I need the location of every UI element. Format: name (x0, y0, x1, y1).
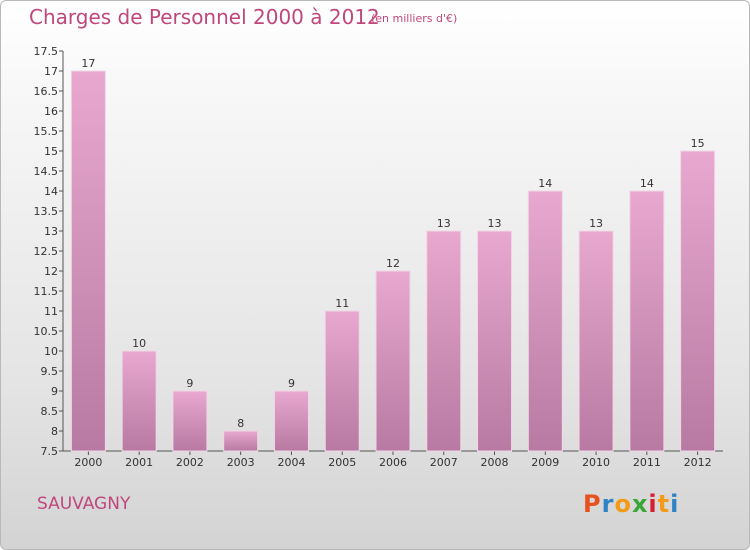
y-tick-label: 11.5 (34, 285, 59, 298)
bar-value-label: 12 (386, 257, 400, 270)
x-tick-label: 2012 (684, 456, 712, 469)
y-tick-label: 13 (44, 225, 58, 238)
y-tick-label: 10 (44, 345, 58, 358)
y-tick-label: 17.5 (34, 45, 59, 58)
y-tick-label: 13.5 (34, 205, 59, 218)
chart-axes: 7.5 8 8.5 9 9.5 10 10.5 11 11.5 12 12.5 13 13.5 14 14.… (34, 45, 723, 458)
y-tick-label: 8 (51, 425, 58, 438)
y-tick-label: 12 (44, 265, 58, 278)
bar (172, 390, 208, 452)
y-tick-label: 9 (51, 385, 58, 398)
x-tick-label: 2010 (582, 456, 610, 469)
bar (70, 70, 106, 452)
x-tick-label: 2003 (227, 456, 255, 469)
logo-letter: x (631, 490, 649, 518)
logo-letter: r (601, 490, 615, 518)
x-tick-label: 2009 (531, 456, 559, 469)
bar (324, 310, 360, 452)
bar (121, 350, 157, 452)
logo-letter: o (614, 490, 632, 518)
x-tick-label: 2007 (430, 456, 458, 469)
y-tick-label: 15.5 (34, 125, 59, 138)
chart-subtitle: (en milliers d'€) (371, 12, 458, 25)
bar-value-label: 14 (538, 177, 552, 190)
bar-value-label: 13 (488, 217, 502, 230)
y-tick-label: 17 (44, 65, 58, 78)
bar-value-label: 9 (288, 377, 295, 390)
bar (223, 430, 259, 452)
logo-letter: P (583, 490, 602, 518)
x-tick-label: 2006 (379, 456, 407, 469)
bar (375, 270, 411, 452)
y-tick-label: 11 (44, 305, 58, 318)
y-tick-label: 12.5 (34, 245, 59, 258)
logo-letter: i (670, 490, 680, 518)
bar (426, 230, 462, 452)
bar (578, 230, 614, 452)
bar (273, 390, 309, 452)
bar (527, 190, 563, 452)
bar (680, 150, 716, 452)
x-tick-label: 2011 (633, 456, 661, 469)
y-tick-label: 10.5 (34, 325, 59, 338)
y-tick-label: 16.5 (34, 85, 59, 98)
y-tick-label: 14.5 (34, 165, 59, 178)
bar-value-label: 15 (691, 137, 705, 150)
y-tick-label: 14 (44, 185, 58, 198)
y-tick-label: 15 (44, 145, 58, 158)
chart-bars (70, 70, 716, 452)
bar-value-label: 13 (589, 217, 603, 230)
bar (629, 190, 665, 452)
chart-title: Charges de Personnel 2000 à 2012 (29, 5, 380, 29)
y-tick-label: 8.5 (41, 405, 59, 418)
bar-value-label: 10 (132, 337, 146, 350)
commune-name: SAUVAGNY (37, 494, 131, 514)
bar-value-label: 17 (81, 57, 95, 70)
chart-labels: 17 2000 10 2001 9 2002 8 2003 9 2004 11 2005 12 2006 1… (74, 57, 711, 469)
bar-value-label: 11 (335, 297, 349, 310)
x-tick-label: 2008 (481, 456, 509, 469)
bar-value-label: 14 (640, 177, 654, 190)
x-tick-label: 2005 (328, 456, 356, 469)
y-tick-label: 7.5 (41, 445, 59, 458)
logo-letter: t (657, 490, 671, 518)
bar (477, 230, 513, 452)
y-tick-label: 9.5 (41, 365, 59, 378)
proxiti-logo[interactable]: Proxiti (583, 490, 679, 518)
x-tick-label: 2001 (125, 456, 153, 469)
x-tick-label: 2000 (74, 456, 102, 469)
x-tick-label: 2004 (277, 456, 305, 469)
y-tick-label: 16 (44, 105, 58, 118)
bar-value-label: 13 (437, 217, 451, 230)
bar-value-label: 8 (237, 417, 244, 430)
x-tick-label: 2002 (176, 456, 204, 469)
logo-letter: i (648, 490, 658, 518)
bar-value-label: 9 (186, 377, 193, 390)
